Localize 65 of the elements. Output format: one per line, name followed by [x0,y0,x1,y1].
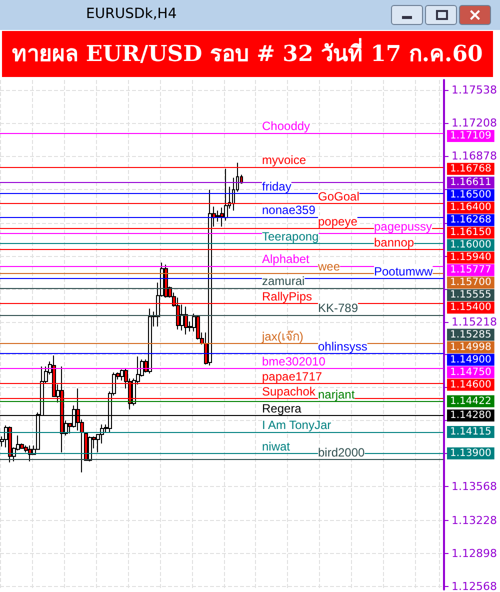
y-tick-label: 1.16878 [452,149,498,162]
ref-line-label: popeye [318,214,358,229]
ref-line-label: myvoice [262,152,306,167]
text: 1.16500 [450,190,492,201]
text: 1.13900 [450,448,492,459]
text: 1.16000 [450,240,492,251]
chart-subtitle: EURUSDk,H4 [86,6,177,22]
text: 1.16268 [450,214,492,226]
text: 1.15555 [450,290,492,301]
y-tick-label: 1.13568 [452,480,498,494]
text: 1.14750 [450,366,492,378]
text: 1.14600 [450,379,492,390]
ref-line-label: Supachok [262,384,316,398]
y-tick-label: 1.17538 [452,83,498,96]
ref-line-label: wee [317,260,340,274]
ref-line-label: I Am TonyJar [262,418,332,432]
text: 1.17109 [450,130,492,142]
text: 1.15285 [450,329,492,340]
candlestick [148,308,152,374]
ref-line-label: pagepussy [374,220,432,234]
y-tick-label: 1.15218 [452,315,498,328]
text: 1.16611 [450,177,492,188]
ref-line-label: papae1717 [262,370,322,384]
text: 1.14998 [450,342,492,353]
y-tick-label: 1.13228 [452,514,498,528]
candlestick [8,426,12,463]
ref-line-label: bannop [374,236,414,250]
candlestick [88,436,92,462]
text: 1.14422 [450,396,492,407]
ref-line-label: bme302010 [262,354,326,369]
y-tick-label: 1.17208 [452,116,498,130]
candlestick [184,306,188,336]
ref-line-label: narjant [318,387,356,402]
ref-line-label: friday [262,180,292,194]
text: 1.15777 [450,264,492,276]
text: 1.16400 [450,202,492,214]
text: 1.15940 [450,252,492,264]
ref-line-label: Regera [262,401,302,416]
ref-line-label: RallyPips [262,290,312,304]
ref-line-label: KK-789 [318,301,358,316]
text: 1.14280 [450,410,492,421]
candlestick [208,189,212,366]
candlestick [216,210,220,222]
ref-line-label: jax(เจ๊ก) [261,330,304,344]
ref-line-label: Chooddy [262,118,310,133]
ref-line-label: Pootumww [374,264,434,279]
ref-line-label: nonae359 [262,202,316,217]
candlestick [196,315,200,340]
candlestick [84,432,88,461]
ref-line-label: Teerapong [262,230,319,244]
text: 1.16768 [450,163,492,174]
text: 1.14115 [450,426,492,438]
text: 1.16150 [450,227,492,238]
ref-line-label: Alphabet [262,252,310,266]
y-tick-label: 1.12568 [452,580,498,592]
ref-line-label: GoGoal [318,190,360,204]
ref-line-label: ohlinsyss [318,340,368,354]
text: 1.15400 [450,302,492,314]
ref-line-label: zamurai [262,274,305,288]
ref-line-label: niwat [262,439,291,454]
y-tick-label: 1.12898 [452,547,498,560]
chart-title: ทายผล EUR/USD รอบ # 32 วันที่ 17 ก.ค.60 [2,31,493,77]
text: 1.15700 [450,277,492,288]
text: 1.14900 [450,354,492,366]
ref-line-label: bird2000 [318,445,366,460]
